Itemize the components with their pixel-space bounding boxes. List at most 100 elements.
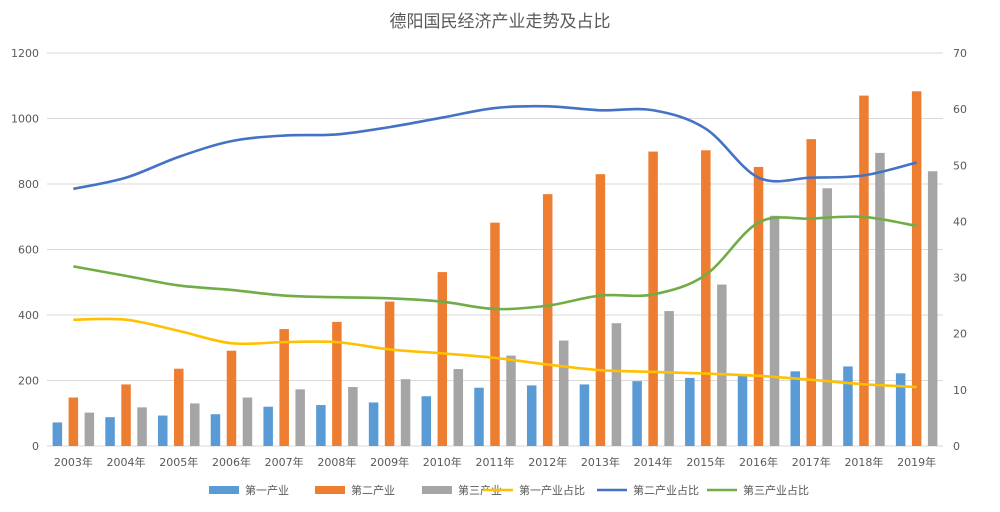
bar-第一产业-2006年 [210,414,221,446]
y-right-tick-label: 0 [953,440,960,453]
bar-第一产业-2011年 [474,387,484,446]
legend-label: 第二产业 [351,483,395,497]
bar-第一产业-2016年 [737,375,748,446]
x-tick-label: 2009年 [370,455,409,469]
x-tick-label: 2011年 [476,455,515,469]
bar-第二产业-2013年 [595,174,606,447]
bar-第二产业-2003年 [68,397,79,446]
y-axis-right: 0 10 20 30 40 50 60 70 [953,47,967,453]
x-tick-label: 2016年 [739,455,778,469]
line-第一产业占比 [73,317,917,389]
bar-第三产业-2003年 [84,412,95,446]
legend-label: 第三产业 [458,483,502,497]
bar-第一产业-2010年 [421,396,432,446]
x-axis: 2003年 2004年 2005年 2006年 2007年 2008年 2009年 2010年… [54,455,936,469]
x-tick-label: 2008年 [317,455,356,469]
line-第二产业占比 [73,104,917,191]
bar-第二产业-2012年 [542,194,553,446]
bar-第三产业-2004年 [137,407,147,446]
bar-第三产业-2015年 [717,284,727,446]
bar-第三产业-2012年 [558,340,569,446]
bar-第一产业-2007年 [263,406,273,446]
lines [73,104,917,389]
bar-第三产业-2008年 [348,387,358,446]
x-tick-label: 2017年 [792,455,831,469]
y-right-tick-label: 20 [953,328,967,341]
bar-第二产业-2010年 [437,272,448,446]
legend: 第一产业 第二产业 第三产业 第一产业占比 第二产业占比 第三产业占比 [209,483,809,497]
y-left-tick-label: 800 [18,178,39,191]
bar-第一产业-2019年 [895,373,906,446]
bar-第一产业-2015年 [685,377,695,446]
bar-第一产业-2018年 [843,366,853,446]
x-tick-label: 2003年 [54,455,93,469]
legend-swatch [315,486,345,494]
bar-第一产业-2014年 [632,381,642,446]
bar-第三产业-2019年 [927,171,938,447]
y-right-tick-label: 60 [953,103,967,116]
bar-第二产业-2018年 [859,95,869,446]
bar-第一产业-2005年 [158,415,168,446]
x-tick-label: 2006年 [212,455,251,469]
y-left-tick-label: 400 [18,309,39,322]
legend-label: 第三产业占比 [743,483,809,497]
bar-第三产业-2013年 [611,323,622,446]
x-tick-label: 2014年 [634,455,673,469]
x-tick-label: 2018年 [844,455,883,469]
x-tick-label: 2007年 [265,455,304,469]
bar-第三产业-2009年 [400,379,411,446]
bar-第三产业-2005年 [190,403,200,446]
x-tick-label: 2015年 [686,455,725,469]
bar-第三产业-2007年 [295,389,305,446]
bar-第二产业-2017年 [806,139,816,446]
bar-第三产业-2010年 [453,369,464,446]
bar-第三产业-2006年 [242,397,253,446]
y-axis-left: 0 200 400 600 800 1000 1200 [11,47,39,453]
bar-第三产业-2014年 [664,311,674,446]
bar-第二产业-2014年 [648,151,658,446]
bar-第一产业-2009年 [368,402,379,446]
y-right-tick-label: 40 [953,215,967,228]
bar-第三产业-2017年 [822,188,832,446]
bar-第二产业-2004年 [121,384,131,446]
bar-第一产业-2017年 [790,371,800,446]
x-tick-label: 2012年 [528,455,567,469]
bar-第三产业-2018年 [875,152,885,446]
bar-第一产业-2004年 [105,417,115,446]
bars [52,91,938,447]
legend-swatch [209,486,239,494]
x-tick-label: 2005年 [159,455,198,469]
bar-第二产业-2015年 [701,150,711,446]
bar-第二产业-2007年 [279,329,289,446]
x-tick-label: 2013年 [581,455,620,469]
bar-第二产业-2009年 [384,301,395,446]
legend-swatch [422,486,452,494]
bar-第三产业-2016年 [769,215,780,446]
x-tick-label: 2019年 [897,455,936,469]
y-right-tick-label: 50 [953,159,967,172]
bar-第二产业-2006年 [226,350,237,446]
x-tick-label: 2010年 [423,455,462,469]
bar-第三产业-2011年 [506,355,516,446]
bar-第一产业-2003年 [52,422,63,446]
y-right-tick-label: 30 [953,272,967,285]
bar-第二产业-2019年 [911,91,922,446]
bar-第二产业-2011年 [490,222,500,446]
y-right-tick-label: 10 [953,384,967,397]
bar-第一产业-2008年 [316,405,326,446]
y-right-tick-label: 70 [953,47,967,60]
y-left-tick-label: 200 [18,375,39,388]
legend-label: 第一产业占比 [519,483,585,497]
y-left-tick-label: 1000 [11,113,39,126]
bar-第二产业-2005年 [174,368,184,446]
x-tick-label: 2004年 [107,455,146,469]
y-left-tick-label: 1200 [11,47,39,60]
chart-title: 德阳国民经济产业走势及占比 [390,12,611,32]
legend-label: 第一产业 [245,483,289,497]
y-left-tick-label: 0 [32,440,39,453]
bar-第一产业-2012年 [526,385,537,446]
bar-第一产业-2013年 [579,384,590,446]
line-第三产业占比 [73,215,917,311]
bar-第二产业-2008年 [332,321,342,446]
